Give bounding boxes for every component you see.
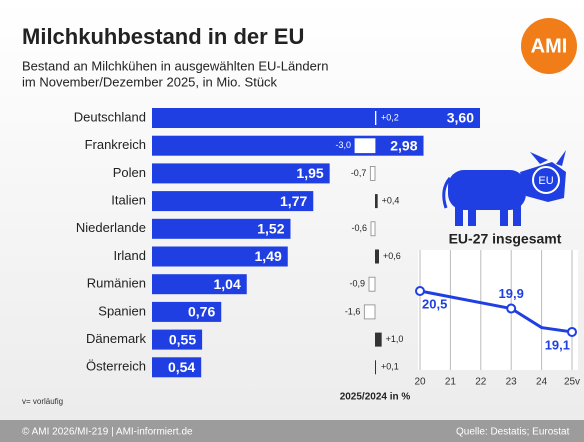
value-label: 1,04 — [214, 276, 241, 292]
value-label: 1,49 — [255, 248, 282, 264]
bar — [152, 218, 291, 239]
point-label: 19,1 — [545, 337, 570, 352]
bar — [152, 301, 222, 322]
x-tick-label: 24 — [536, 377, 548, 388]
x-tick-label: 25v — [564, 377, 580, 388]
change-bar — [375, 332, 382, 347]
value-label: 1,95 — [296, 165, 323, 181]
chart-title: Milchkuhbestand in der EU — [22, 24, 304, 49]
cow-icon — [442, 150, 566, 226]
inset-background — [418, 250, 578, 370]
change-bar — [370, 221, 376, 237]
change-axis-label: 2025/2024 in % — [340, 392, 411, 403]
y-tick-label: Polen — [113, 165, 146, 180]
value-label: 1,77 — [280, 193, 307, 209]
point — [506, 303, 517, 314]
y-tick-label: Deutschland — [74, 109, 146, 124]
point-label: 20,5 — [422, 296, 447, 311]
point-label: 19,9 — [499, 286, 524, 301]
value-label: 2,98 — [390, 137, 417, 153]
line — [419, 289, 573, 334]
value-label: 0,55 — [169, 331, 196, 347]
footer-left: © AMI 2026/MI-219 | AMI-informiert.de — [22, 427, 193, 438]
change-label: -0,9 — [349, 279, 365, 289]
value-label: 1,52 — [257, 221, 284, 237]
point — [567, 326, 577, 337]
x-tick-label: 21 — [445, 377, 457, 388]
point — [415, 285, 425, 296]
bar — [152, 108, 480, 128]
logo — [521, 18, 577, 74]
x-tick-label: 20 — [414, 377, 426, 388]
change-label: +0,6 — [383, 251, 401, 261]
change-label: +0,2 — [381, 112, 399, 122]
y-tick-label: Frankreich — [85, 137, 146, 152]
bar — [152, 191, 314, 212]
y-tick-label: Italien — [111, 193, 146, 208]
bar — [152, 357, 202, 378]
note: v= vorläufig — [22, 397, 63, 406]
y-tick-label: Spanien — [98, 303, 146, 318]
value-label: 0,76 — [188, 304, 215, 320]
value-label: 0,54 — [168, 359, 195, 375]
footer-right: Quelle: Destatis; Eurostat — [456, 427, 570, 438]
footer — [0, 420, 584, 442]
change-label: -0,6 — [351, 223, 367, 233]
change-label: -1,6 — [345, 306, 361, 316]
change-bar — [375, 249, 379, 264]
bar — [152, 329, 203, 350]
change-bar — [375, 111, 377, 125]
y-tick-label: Irland — [113, 248, 146, 263]
value-label: 3,60 — [447, 110, 474, 126]
inset-title: EU-27 insgesamt — [449, 231, 562, 247]
subtitle: im November/Dezember 2025, in Mio. Stück — [22, 74, 278, 89]
change-label: +0,4 — [382, 195, 400, 205]
subtitle: Bestand an Milchkühen in ausgewählten EU… — [22, 58, 328, 73]
x-tick-label: 22 — [475, 377, 487, 388]
y-tick-label: Dänemark — [86, 331, 146, 346]
cow-label: EU — [538, 175, 553, 187]
change-bar — [354, 138, 376, 154]
change-label: -0,7 — [351, 168, 367, 178]
x-tick-label: 23 — [506, 377, 518, 388]
change-bar — [375, 360, 376, 375]
bar — [152, 163, 330, 184]
y-tick-label: Rumänien — [87, 276, 146, 291]
bar — [152, 246, 288, 267]
change-label: +1,0 — [386, 334, 404, 344]
change-label: -3,0 — [335, 140, 351, 150]
bar — [152, 274, 247, 295]
change-label: +0,1 — [381, 362, 399, 372]
logo-text: AMI — [531, 35, 568, 57]
change-bar — [363, 304, 376, 320]
change-bar — [375, 194, 378, 209]
y-tick-label: Österreich — [86, 359, 146, 374]
change-bar — [368, 276, 376, 292]
change-bar — [369, 165, 376, 181]
y-tick-label: Niederlande — [76, 220, 146, 235]
bar — [152, 135, 424, 156]
